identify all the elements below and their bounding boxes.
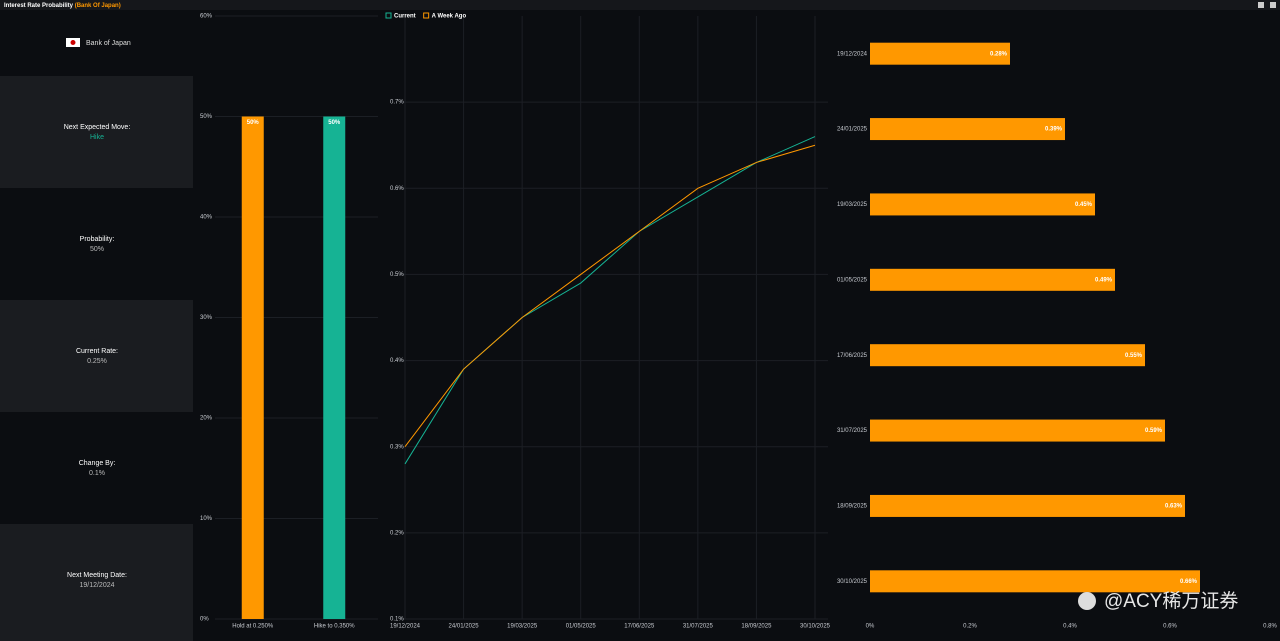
x-tick-label: 0%	[866, 624, 875, 630]
x-tick-label: 31/07/2025	[683, 624, 714, 630]
icon[interactable]	[1258, 2, 1264, 8]
icon[interactable]	[1270, 2, 1276, 8]
y-tick-label: 01/05/2025	[837, 277, 868, 283]
panel-label: Next Expected Move:	[64, 124, 131, 131]
y-tick-label: 0.2%	[390, 530, 404, 536]
x-tick-label: Hike to 0.350%	[314, 624, 355, 630]
y-tick-label: 0.3%	[390, 444, 404, 450]
fb-icon	[1078, 592, 1096, 610]
title: Interest Rate Probability	[4, 3, 74, 9]
x-tick-label: 30/10/2025	[800, 624, 831, 630]
panel-value: 19/12/2024	[79, 582, 114, 589]
bar	[323, 116, 346, 619]
panel-row	[0, 524, 193, 641]
panel-row	[0, 300, 193, 412]
bar	[870, 193, 1095, 216]
panel-label: Change By:	[79, 460, 116, 467]
bar	[870, 344, 1145, 367]
x-tick-label: 0.4%	[1063, 624, 1077, 630]
legend-label: A Week Ago	[432, 14, 467, 20]
x-tick-label: 17/06/2025	[624, 624, 655, 630]
header-bar	[0, 0, 1280, 10]
legend-label: Current	[394, 14, 416, 20]
y-tick-label: 60%	[200, 14, 213, 20]
subtitle: (Bank Of Japan)	[75, 3, 121, 9]
y-tick-label: 10%	[200, 516, 213, 522]
x-tick-label: 18/09/2025	[741, 624, 772, 630]
panel-label: Current Rate:	[76, 348, 118, 355]
x-tick-label: Hold at 0.250%	[232, 624, 274, 630]
flag-dot	[70, 40, 76, 45]
value-label: 0.63%	[1165, 504, 1183, 510]
y-tick-label: 31/07/2025	[837, 428, 868, 434]
value-label: 0.45%	[1075, 202, 1093, 208]
series-line	[404, 136, 816, 465]
y-tick-label: 24/01/2025	[837, 127, 868, 133]
y-tick-label: 0.4%	[390, 358, 404, 364]
y-tick-label: 50%	[200, 114, 213, 120]
x-tick-label: 0.8%	[1263, 624, 1277, 630]
panel-value: Hike	[90, 134, 104, 141]
y-tick-label: 0%	[200, 617, 209, 623]
panel-label: Next Meeting Date:	[67, 572, 127, 579]
value-label: 0.49%	[1095, 277, 1113, 283]
y-tick-label: 18/09/2025	[837, 504, 868, 510]
y-tick-label: 20%	[200, 416, 213, 422]
bar	[241, 116, 264, 619]
value-label: 0.28%	[990, 51, 1008, 57]
value-label: 0.55%	[1125, 353, 1143, 359]
value-label: 0.66%	[1180, 579, 1198, 585]
panel-title: Bank of Japan	[86, 40, 131, 47]
x-tick-label: 0.6%	[1163, 624, 1177, 630]
y-tick-label: 0.1%	[390, 617, 404, 623]
panel-value: 0.25%	[87, 358, 107, 365]
y-tick-label: 30%	[200, 315, 213, 321]
x-tick-label: 24/01/2025	[449, 624, 480, 630]
header-title: Interest Rate Probability (Bank Of Japan…	[4, 3, 121, 9]
bar	[870, 42, 1010, 65]
y-tick-label: 19/03/2025	[837, 202, 868, 208]
y-tick-label: 19/12/2024	[837, 51, 868, 57]
bar	[870, 268, 1115, 291]
watermark: @ACY稀万证券	[1104, 590, 1238, 612]
x-tick-label: 19/03/2025	[507, 624, 538, 630]
y-tick-label: 0.6%	[390, 186, 404, 192]
y-tick-label: 0.7%	[390, 100, 404, 106]
value-label: 50%	[328, 120, 341, 126]
legend-swatch	[385, 12, 392, 19]
y-tick-label: 30/10/2025	[837, 579, 868, 585]
bar	[870, 118, 1065, 141]
bar	[870, 494, 1185, 517]
y-tick-label: 40%	[200, 215, 213, 221]
panel-value: 0.1%	[89, 470, 105, 477]
value-label: 0.59%	[1145, 428, 1163, 434]
x-tick-label: 0.2%	[963, 624, 977, 630]
x-tick-label: 19/12/2024	[390, 624, 421, 630]
x-tick-label: 01/05/2025	[566, 624, 597, 630]
legend-swatch	[423, 12, 430, 19]
panel-value: 50%	[90, 246, 104, 253]
y-tick-label: 0.5%	[390, 272, 404, 278]
panel-label: Probability:	[80, 236, 115, 243]
bar	[870, 419, 1165, 442]
value-label: 0.39%	[1045, 127, 1063, 133]
series-line	[404, 144, 816, 448]
bar	[870, 570, 1200, 593]
y-tick-label: 17/06/2025	[837, 353, 868, 359]
panel-row	[0, 76, 193, 188]
value-label: 50%	[247, 120, 260, 126]
